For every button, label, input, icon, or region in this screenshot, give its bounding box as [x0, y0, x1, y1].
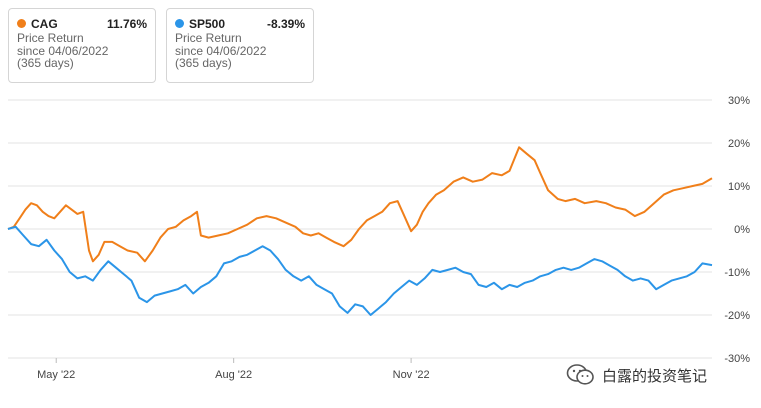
chart-series — [7, 146, 713, 316]
sp500-line[interactable] — [7, 225, 713, 316]
sp500-summary-card[interactable]: SP500 -8.39% Price Return since 04/06/20… — [166, 8, 314, 83]
sp500-days-label: (365 days) — [175, 56, 232, 70]
y-tick-label: 0% — [734, 224, 750, 236]
cag-return-value: 11.76% — [106, 16, 147, 31]
x-axis: May '22 Aug '22 Nov '22 — [37, 358, 430, 381]
cag-summary-card[interactable]: CAG 11.76% Price Return since 04/06/2022… — [8, 8, 156, 83]
cag-ticker: CAG — [31, 16, 58, 31]
watermark-text: 白露的投资笔记 — [602, 366, 708, 385]
y-tick-label: 30% — [728, 95, 750, 107]
sp500-ticker: SP500 — [189, 16, 226, 31]
y-tick-label: -10% — [724, 267, 750, 279]
x-tick-label: Aug '22 — [215, 369, 252, 381]
wechat-icon — [566, 363, 596, 387]
y-axis: 30% 20% 10% 0% -10% -20% -30% — [724, 95, 750, 365]
sp500-return-value: -8.39% — [266, 16, 305, 31]
sp500-metric-label: Price Return — [175, 31, 242, 45]
watermark: 白露的投资笔记 — [566, 363, 707, 387]
sp500-legend-dot — [175, 19, 184, 28]
sp500-since-label: since 04/06/2022 — [175, 43, 267, 58]
cag-legend-dot — [17, 19, 26, 28]
x-tick-label: Nov '22 — [393, 369, 430, 381]
y-tick-label: -20% — [724, 310, 750, 322]
cag-days-label: (365 days) — [17, 56, 74, 70]
cag-since-label: since 04/06/2022 — [17, 43, 109, 58]
y-tick-label: 20% — [728, 138, 750, 150]
cag-line[interactable] — [7, 146, 713, 263]
cag-metric-label: Price Return — [17, 31, 84, 45]
x-tick-label: May '22 — [37, 369, 75, 381]
y-tick-label: -30% — [724, 353, 750, 365]
y-tick-label: 10% — [728, 181, 750, 193]
